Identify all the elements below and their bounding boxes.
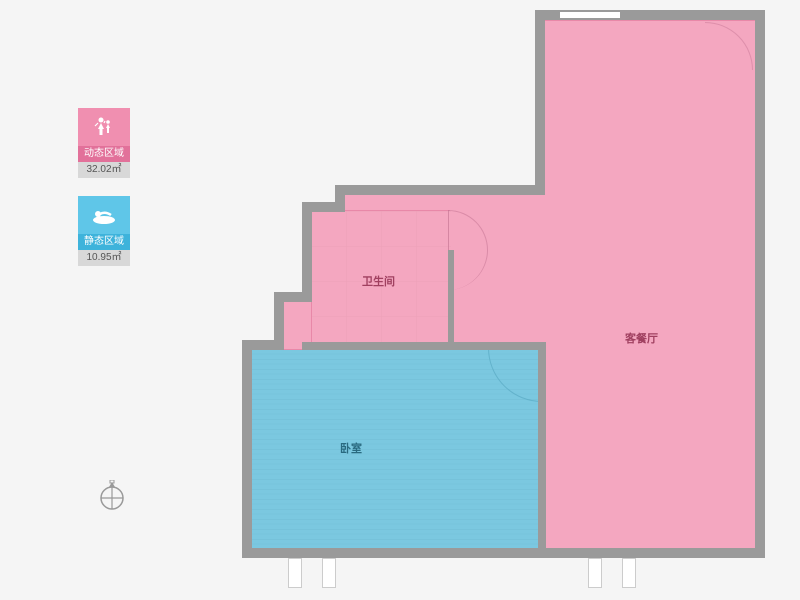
label-bathroom: 卫生间 — [362, 273, 395, 289]
compass-icon — [98, 480, 126, 517]
door-top-right — [705, 22, 753, 70]
pillar — [288, 558, 302, 588]
label-living: 客餐厅 — [625, 330, 658, 346]
wall — [535, 10, 545, 195]
wall — [755, 10, 765, 558]
wall — [302, 342, 542, 350]
pillar — [622, 558, 636, 588]
pillar — [322, 558, 336, 588]
bathroom-door-arc — [448, 210, 528, 290]
label-bedroom: 卧室 — [340, 440, 362, 456]
person-icon — [92, 115, 116, 139]
legend: 动态区域 32.02㎡ 静态区域 10.95㎡ — [78, 108, 130, 284]
legend-static: 静态区域 10.95㎡ — [78, 196, 130, 266]
bedroom-door-arc — [488, 348, 542, 408]
pillar — [588, 558, 602, 588]
wall — [302, 202, 312, 300]
legend-dynamic-value: 32.02㎡ — [78, 162, 130, 178]
window-top — [560, 12, 620, 18]
sleep-icon — [91, 205, 117, 225]
legend-dynamic-icon — [78, 108, 130, 146]
floorplan: 客餐厅 卫生间 卧室 — [210, 10, 790, 590]
legend-static-value: 10.95㎡ — [78, 250, 130, 266]
room-living — [540, 20, 760, 550]
legend-static-label: 静态区域 — [78, 234, 130, 250]
wall — [335, 185, 545, 195]
wall — [538, 342, 546, 552]
legend-dynamic: 动态区域 32.02㎡ — [78, 108, 130, 178]
legend-dynamic-label: 动态区域 — [78, 146, 130, 162]
wall — [242, 340, 252, 550]
wall — [448, 250, 454, 348]
legend-static-icon — [78, 196, 130, 234]
wall — [242, 548, 765, 558]
